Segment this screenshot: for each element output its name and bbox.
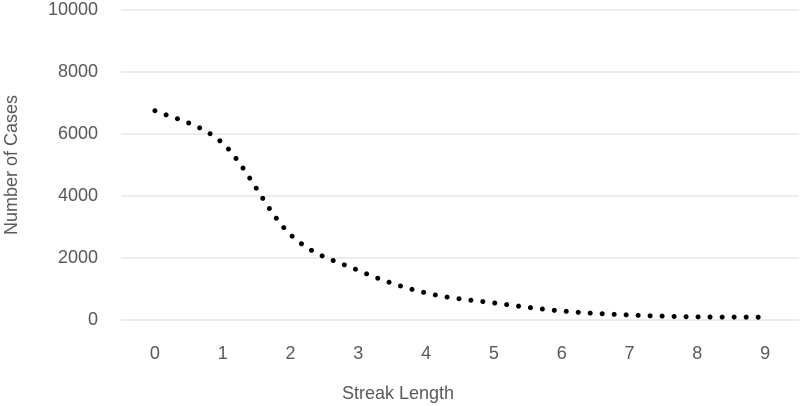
x-tick-label: 0 xyxy=(150,343,160,363)
x-tick-label: 7 xyxy=(624,343,634,363)
y-tick-label: 6000 xyxy=(58,123,98,143)
y-tick-label: 2000 xyxy=(58,247,98,267)
y-tick-label: 0 xyxy=(88,309,98,329)
x-axis-label: Streak Length xyxy=(342,383,454,403)
x-tick-label: 4 xyxy=(421,343,431,363)
x-tick-label: 5 xyxy=(489,343,499,363)
x-tick-label: 2 xyxy=(285,343,295,363)
y-tick-label: 4000 xyxy=(58,185,98,205)
x-tick-label: 6 xyxy=(557,343,567,363)
x-tick-label: 8 xyxy=(692,343,702,363)
x-tick-label: 3 xyxy=(353,343,363,363)
y-tick-label: 10000 xyxy=(48,0,98,19)
x-tick-label: 9 xyxy=(760,343,770,363)
series-line xyxy=(152,108,768,320)
y-tick-label: 8000 xyxy=(58,61,98,81)
x-tick-label: 1 xyxy=(218,343,228,363)
y-axis-label: Number of Cases xyxy=(1,95,21,235)
